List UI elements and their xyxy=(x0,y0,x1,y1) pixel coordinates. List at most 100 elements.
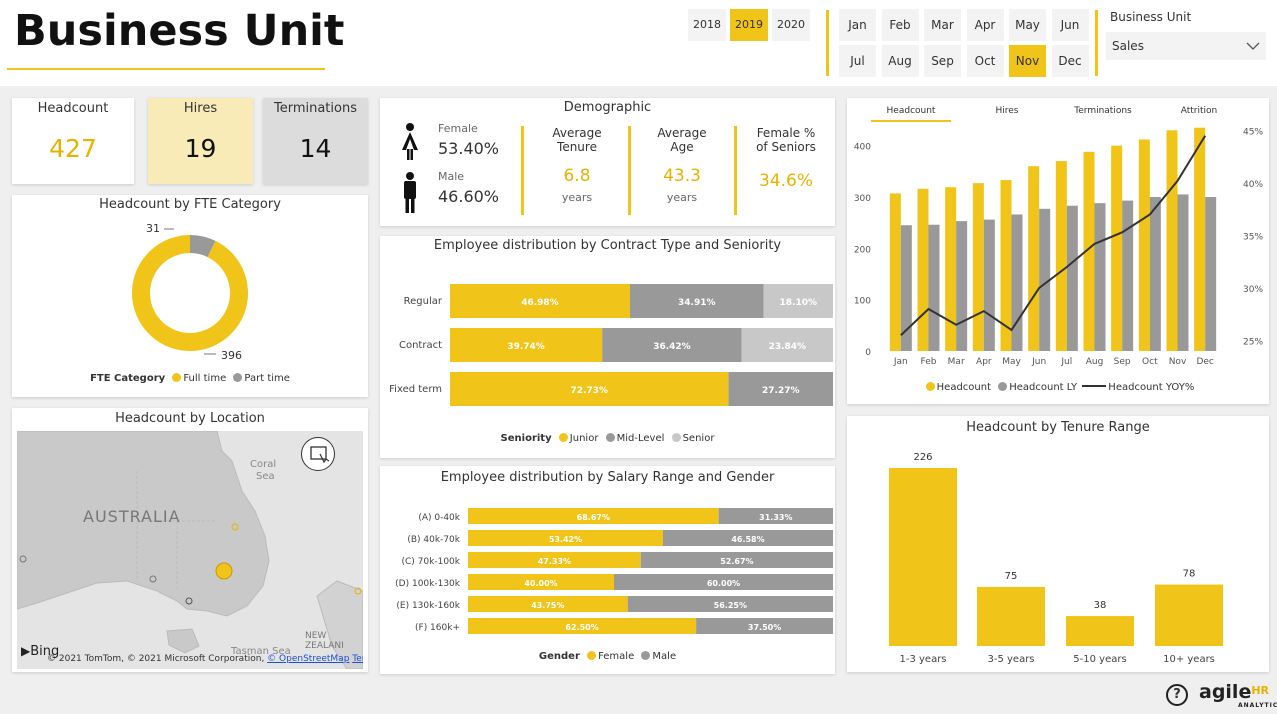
month-button-nov[interactable]: Nov xyxy=(1009,45,1046,77)
y2-tick-label: 45% xyxy=(1243,128,1263,138)
year-button-2019[interactable]: 2019 xyxy=(730,9,768,41)
y2-tick-label: 40% xyxy=(1243,180,1263,190)
salary-male-label: 37.50% xyxy=(748,623,781,632)
tenure-unit: years xyxy=(561,191,593,204)
logo-text: agile xyxy=(1199,681,1252,703)
tenure-metric: Average Tenure 6.8 years xyxy=(528,126,626,204)
month-button-may[interactable]: May xyxy=(1009,9,1046,41)
salary-female-bar xyxy=(468,508,719,524)
month-button-jan[interactable]: Jan xyxy=(839,9,876,41)
terms-link[interactable]: Terms xyxy=(352,654,363,664)
map-focus-button[interactable] xyxy=(301,437,335,471)
salary-row-label: (C) 70k-100k xyxy=(402,557,461,567)
salary-male-bar xyxy=(627,596,833,612)
year-button-2018[interactable]: 2018 xyxy=(688,9,726,41)
contract-bar-segment xyxy=(763,284,833,318)
location-card: Headcount by Location AUSTRALIA Coral Se… xyxy=(12,408,368,672)
tenure-category-label: 1-3 years xyxy=(899,654,946,665)
headcount-ly-bar xyxy=(1011,214,1023,351)
age-unit: years xyxy=(666,191,698,204)
help-button[interactable]: ? xyxy=(1166,684,1188,706)
contract-bar-segment xyxy=(629,284,764,318)
headcount-bar xyxy=(1194,127,1206,351)
month-button-jun[interactable]: Jun xyxy=(1051,9,1089,41)
business-unit-label: Business Unit xyxy=(1110,10,1192,24)
bing-logo: ▶Bing xyxy=(21,644,59,659)
kpi-hires[interactable]: Hires 19 xyxy=(148,98,253,184)
kpi-headcount[interactable]: Headcount 427 xyxy=(12,98,134,184)
female-value: 53.40% xyxy=(438,139,500,158)
part-time-legend-dot xyxy=(233,373,243,382)
age-value: 43.3 xyxy=(663,166,701,186)
tenure-value: 6.8 xyxy=(563,166,591,186)
contract-data-label: 18.10% xyxy=(780,298,818,308)
divider xyxy=(826,10,829,76)
help-icon: ? xyxy=(1173,687,1181,702)
month-button-jul[interactable]: Jul xyxy=(839,45,876,77)
month-button-aug[interactable]: Aug xyxy=(881,45,919,77)
demographic-title: Demographic xyxy=(563,100,652,115)
full-time-legend-dot xyxy=(172,373,182,382)
month-button-oct[interactable]: Oct xyxy=(966,45,1004,77)
x-tick-label: Aug xyxy=(1086,357,1104,367)
business-unit-dropdown[interactable]: Sales xyxy=(1106,32,1266,60)
tenure-data-label: 78 xyxy=(1183,569,1196,580)
fte-legend: FTE Category Full time Part time xyxy=(12,373,368,384)
salary-male-label: 31.33% xyxy=(759,513,792,522)
contract-data-label: 72.73% xyxy=(571,386,609,396)
kpi-hires-value: 19 xyxy=(184,134,217,163)
focus-mode-icon xyxy=(310,446,330,464)
month-button-apr[interactable]: Apr xyxy=(966,9,1004,41)
male-value: 46.60% xyxy=(438,187,500,206)
age-label1: Average xyxy=(657,126,707,140)
month-button-mar[interactable]: Mar xyxy=(924,9,961,41)
salary-male-label: 60.00% xyxy=(707,579,740,588)
x-tick-label: Jan xyxy=(893,357,908,367)
tenure-card: Headcount by Tenure Range 226 1-3 years 75… xyxy=(847,416,1269,672)
headcount-ly-bar xyxy=(1177,194,1189,351)
contract-bar-segment xyxy=(450,284,630,318)
kpi-terminations[interactable]: Terminations 14 xyxy=(263,98,368,184)
headcount-ly-legend-dot xyxy=(998,382,1008,391)
contract-data-label: 34.91% xyxy=(678,298,716,308)
chevron-down-icon xyxy=(1246,42,1260,50)
map-label-country: AUSTRALIA xyxy=(83,507,181,526)
male-icon xyxy=(404,172,416,213)
yoy-legend-line xyxy=(1082,385,1107,387)
tenure-bar xyxy=(889,468,957,646)
headcount-ly-bar xyxy=(900,225,912,351)
headcount-bar xyxy=(1138,139,1150,351)
seniors-label1: Female % xyxy=(756,126,816,140)
salary-male-label: 52.67% xyxy=(720,557,753,566)
female-legend-dot xyxy=(587,651,597,660)
mid-level-legend-label: Mid-Level xyxy=(616,433,665,444)
tab-terminations[interactable]: Terminations xyxy=(1074,106,1132,116)
logo-hr: HR xyxy=(1251,684,1270,697)
divider xyxy=(521,126,524,215)
senior-legend-label: Senior xyxy=(682,433,715,444)
contract-title: Employee distribution by Contract Type a… xyxy=(433,238,782,253)
business-unit-value: Sales xyxy=(1112,39,1144,53)
month-button-feb[interactable]: Feb xyxy=(881,9,919,41)
tenure-bar xyxy=(977,586,1045,646)
osm-link[interactable]: © OpenStreetMap xyxy=(267,654,350,664)
headcount-bar xyxy=(889,193,901,351)
part-time-legend-label: Part time xyxy=(244,373,290,384)
tab-attrition[interactable]: Attrition xyxy=(1180,106,1218,116)
divider xyxy=(734,126,737,215)
copyright-text: © 2021 TomTom, © 2021 Microsoft Corporat… xyxy=(47,654,268,664)
contract-bar-segment xyxy=(450,372,729,406)
fte-donut-chart: 31 396 xyxy=(132,222,249,362)
month-button-sep[interactable]: Sep xyxy=(924,45,961,77)
tab-hires[interactable]: Hires xyxy=(995,106,1019,116)
seniors-metric: Female % of Seniors 34.6% xyxy=(738,126,834,191)
year-button-2020[interactable]: 2020 xyxy=(772,9,810,41)
contract-card: Employee distribution by Contract Type a… xyxy=(380,236,835,458)
tab-headcount[interactable]: Headcount xyxy=(871,106,951,122)
salary-title: Employee distribution by Salary Range an… xyxy=(440,470,775,485)
contract-bar-segment xyxy=(741,328,833,362)
map[interactable]: AUSTRALIA Coral Sea Tasman Sea NEW ZEALA… xyxy=(17,431,363,669)
age-metric: Average Age 43.3 years xyxy=(633,126,731,204)
headcount-bar xyxy=(945,187,957,351)
month-button-dec[interactable]: Dec xyxy=(1051,45,1089,77)
